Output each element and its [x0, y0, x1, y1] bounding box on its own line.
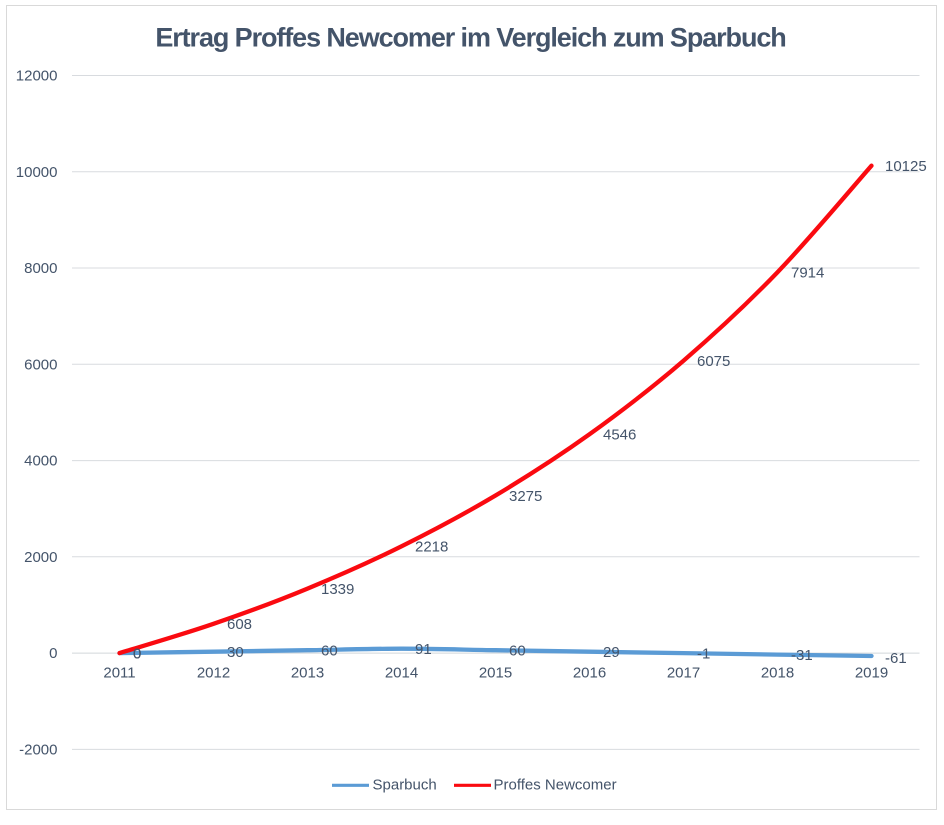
svg-text:0: 0: [49, 645, 57, 662]
svg-text:2015: 2015: [479, 665, 512, 682]
svg-text:-61: -61: [885, 650, 907, 667]
svg-text:Proffes Newcomer: Proffes Newcomer: [494, 776, 617, 793]
svg-text:2016: 2016: [573, 665, 606, 682]
svg-text:2018: 2018: [761, 665, 794, 682]
svg-text:8000: 8000: [24, 260, 57, 277]
svg-text:1339: 1339: [321, 581, 354, 598]
svg-text:4000: 4000: [24, 453, 57, 470]
svg-text:10125: 10125: [885, 158, 927, 175]
svg-text:10000: 10000: [16, 164, 58, 181]
svg-text:Ertrag Proffes Newcomer im Ver: Ertrag Proffes Newcomer im Vergleich zum…: [155, 23, 785, 53]
svg-text:7914: 7914: [791, 265, 824, 282]
svg-text:0: 0: [133, 645, 141, 662]
svg-text:30: 30: [227, 644, 244, 661]
svg-text:0: 0: [133, 645, 141, 662]
svg-text:-2000: -2000: [19, 741, 57, 758]
svg-text:4546: 4546: [603, 427, 636, 444]
svg-text:-1: -1: [697, 645, 710, 662]
svg-text:2000: 2000: [24, 549, 57, 566]
svg-text:6075: 6075: [697, 353, 730, 370]
svg-text:2019: 2019: [855, 665, 888, 682]
svg-text:2011: 2011: [103, 665, 135, 682]
svg-text:60: 60: [321, 643, 338, 660]
svg-text:91: 91: [415, 641, 432, 658]
svg-text:2013: 2013: [291, 665, 324, 682]
svg-text:Sparbuch: Sparbuch: [373, 776, 437, 793]
svg-text:2014: 2014: [385, 665, 418, 682]
svg-text:2012: 2012: [197, 665, 230, 682]
svg-text:-31: -31: [791, 647, 813, 664]
svg-text:60: 60: [509, 643, 526, 660]
svg-text:29: 29: [603, 644, 620, 661]
svg-text:6000: 6000: [24, 356, 57, 373]
svg-text:3275: 3275: [509, 488, 542, 505]
svg-text:608: 608: [227, 616, 252, 633]
svg-text:2218: 2218: [415, 539, 448, 556]
svg-text:2017: 2017: [667, 665, 700, 682]
svg-text:12000: 12000: [16, 68, 58, 85]
